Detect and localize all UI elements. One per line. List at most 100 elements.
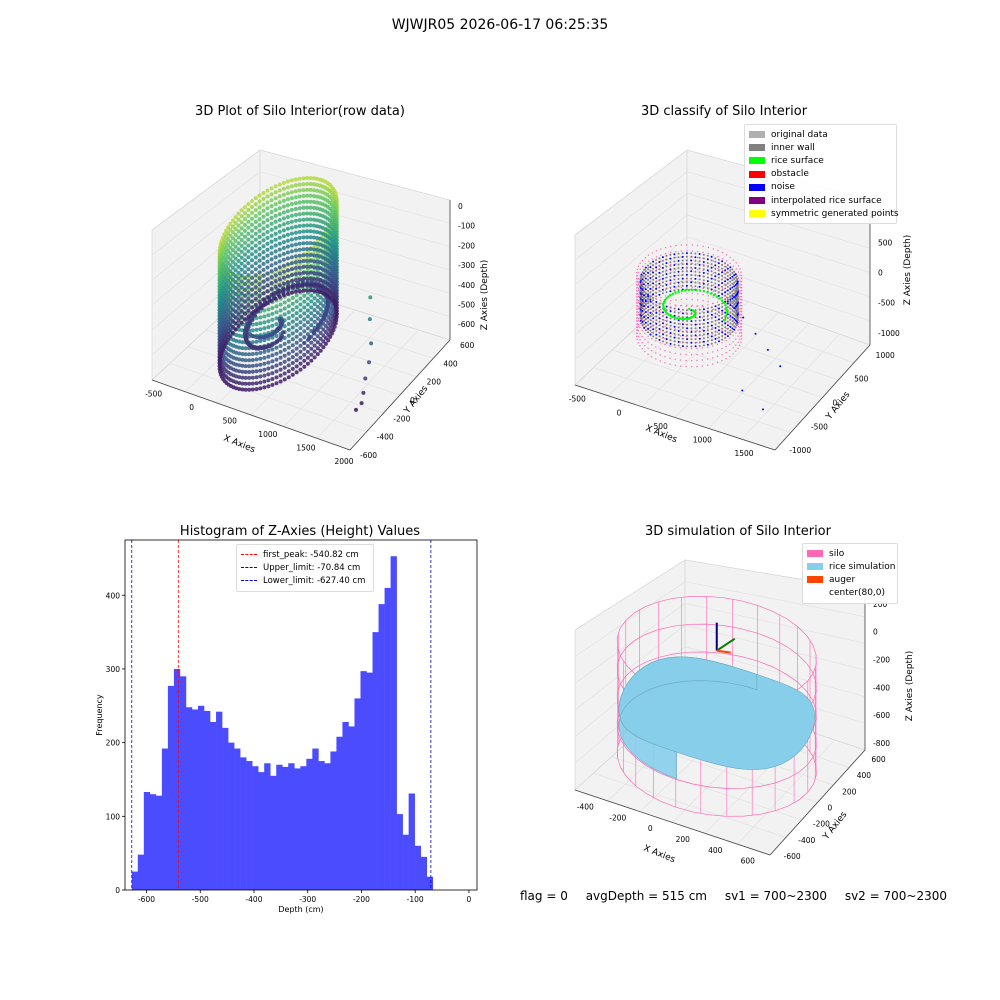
status-flag: flag = 0 <box>520 889 568 903</box>
wall-point <box>649 326 652 329</box>
raw-point <box>278 367 283 372</box>
raw-point <box>236 217 241 222</box>
wall-point <box>714 319 717 322</box>
legend-entry-interpolated-rice-surface: interpolated rice surface <box>749 194 892 207</box>
x-tick-label: 200 <box>676 835 691 844</box>
raw-point <box>228 310 233 315</box>
raw-point <box>218 358 222 362</box>
wall-point <box>706 265 709 268</box>
generated-point <box>679 353 682 355</box>
raw-point <box>277 206 282 211</box>
generated-point <box>664 350 666 352</box>
raw-point <box>258 380 263 385</box>
raw-point <box>257 240 262 245</box>
wall-point <box>710 263 713 266</box>
wall-point <box>726 327 729 330</box>
raw-point <box>277 289 282 293</box>
x-tick-label: 0 <box>467 895 472 904</box>
wall-point <box>706 262 709 264</box>
wall-point <box>718 307 720 310</box>
rice-surface-point <box>682 317 686 321</box>
raw-point <box>282 365 287 370</box>
rice-surface-point <box>725 309 729 312</box>
raw-point <box>258 350 263 355</box>
raw-point <box>261 267 266 272</box>
wall-point <box>702 275 705 278</box>
wall-point <box>673 274 676 277</box>
generated-point <box>740 317 742 319</box>
raw-point <box>308 288 313 293</box>
raw-point <box>257 205 262 210</box>
raw-point <box>270 347 275 352</box>
wall-point <box>698 334 701 337</box>
generated-point <box>685 311 687 313</box>
raw-point <box>253 208 258 213</box>
raw-point <box>277 283 282 288</box>
raw-point <box>228 287 233 291</box>
generated-point <box>647 341 649 343</box>
raw-point <box>247 358 252 363</box>
raw-point <box>257 193 262 198</box>
wall-point <box>649 329 652 332</box>
raw-point <box>278 302 283 307</box>
rice-surface-point <box>722 301 726 305</box>
raw-point <box>286 351 291 356</box>
raw-point <box>294 311 299 316</box>
z-tick-label: -500 <box>878 299 895 308</box>
raw-point <box>290 331 295 336</box>
wall-point <box>658 286 661 289</box>
raw-point <box>305 344 310 348</box>
wall-point <box>706 340 709 342</box>
raw-point <box>250 216 254 221</box>
raw-point <box>239 208 244 213</box>
wall-point <box>721 306 724 308</box>
raw-point <box>265 289 270 294</box>
generated-point <box>644 257 646 259</box>
raw-point <box>228 322 233 327</box>
generated-point <box>707 246 709 249</box>
raw-point <box>265 277 270 282</box>
raw-point <box>274 322 279 327</box>
wall-point <box>647 271 649 274</box>
raw-point <box>302 311 307 316</box>
raw-point <box>243 234 247 239</box>
raw-point <box>273 196 278 201</box>
grid-line <box>684 602 866 644</box>
generated-point <box>639 323 641 325</box>
raw-point <box>269 227 274 232</box>
raw-point <box>308 217 313 222</box>
raw-point <box>243 317 247 322</box>
raw-point <box>315 236 320 240</box>
generated-point <box>701 335 704 337</box>
raw-point <box>233 256 238 261</box>
raw-point <box>253 285 258 289</box>
raw-point <box>253 308 258 313</box>
raw-point <box>230 277 235 282</box>
raw-point <box>278 344 283 348</box>
wall-point <box>710 339 713 342</box>
legend-entry-upper-limit: Upper_limit: -70.84 cm <box>241 561 369 574</box>
raw-point <box>309 299 314 304</box>
wall-point <box>661 274 664 277</box>
y-axis-line <box>769 749 866 856</box>
raw-point <box>315 194 320 199</box>
wall-point <box>649 297 652 300</box>
raw-point <box>308 229 313 234</box>
raw-point <box>305 326 310 331</box>
raw-point <box>270 306 275 310</box>
wall-point <box>714 289 717 292</box>
raw-point <box>285 238 290 243</box>
wall-point <box>640 273 643 276</box>
raw-point <box>298 326 303 331</box>
wall-point <box>733 314 736 317</box>
raw-point <box>318 177 323 182</box>
generated-point <box>732 335 734 337</box>
rice-surface-point <box>688 307 691 311</box>
raw-point <box>247 381 252 386</box>
raw-point <box>308 247 313 251</box>
raw-point <box>318 307 323 312</box>
wall-point <box>729 302 732 305</box>
raw-point <box>315 218 320 223</box>
wall-point <box>698 323 701 326</box>
generated-point <box>716 337 719 340</box>
